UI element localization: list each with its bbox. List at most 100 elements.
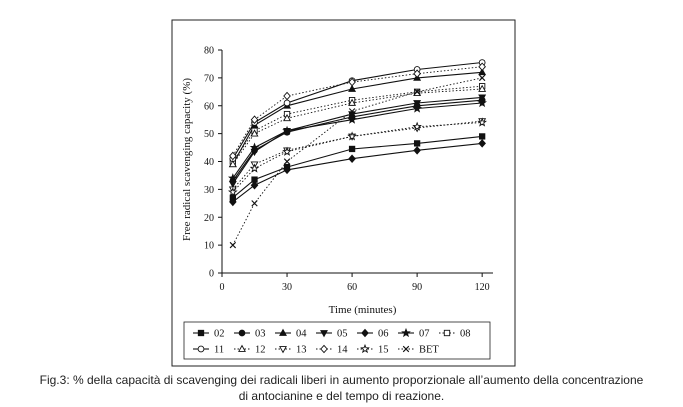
- data-point-04: [478, 67, 487, 76]
- data-point-11: [283, 99, 291, 107]
- y-tick-label: 30: [204, 185, 214, 196]
- series-04: [228, 67, 487, 168]
- data-point-12: [283, 113, 292, 122]
- x-tick-label: 0: [220, 282, 225, 293]
- legend-marker-07: [401, 327, 411, 338]
- legend-marker-04: [279, 328, 287, 336]
- legend-label-11: 11: [214, 345, 224, 356]
- series-07: [228, 97, 487, 183]
- data-point-14: [250, 115, 259, 124]
- axes: 0 10 20 30 40 50 60 70 80 0 30 60 90 120: [204, 46, 493, 293]
- legend-label-14: 14: [337, 345, 348, 356]
- series-14: [229, 62, 486, 161]
- series-line-03: [232, 99, 483, 182]
- series-line-13: [232, 120, 483, 190]
- legend-entry-12: 12: [234, 345, 266, 356]
- y-axis-title: Free radical scavenging capacity (%): [181, 78, 193, 241]
- legend-entry-BET: BET: [398, 345, 439, 356]
- legend-label-02: 02: [214, 329, 225, 340]
- data-point-07: [412, 103, 422, 113]
- series-line-15: [232, 122, 483, 193]
- legend-label-06: 06: [378, 329, 389, 340]
- series-13: [228, 118, 487, 194]
- x-tick-label: 60: [347, 282, 357, 293]
- data-point-02: [348, 145, 356, 153]
- x-tick-label: 30: [282, 282, 292, 293]
- series-line-BET: [232, 77, 483, 246]
- legend-marker-05: [320, 330, 328, 338]
- data-point-15: [412, 121, 422, 131]
- legend-marker-11: [197, 345, 205, 353]
- legend-box: [183, 321, 491, 360]
- data-point-15: [347, 131, 357, 141]
- series-02: [229, 133, 486, 201]
- legend-label-03: 03: [255, 329, 266, 340]
- x-tick-label: 120: [475, 282, 490, 293]
- data-point-02: [413, 140, 421, 147]
- data-point-BET: [413, 88, 421, 96]
- legend-entry-08: 08: [439, 329, 471, 340]
- legend-label-13: 13: [296, 345, 307, 356]
- legend-label-BET: BET: [419, 345, 439, 356]
- series-line-05: [232, 96, 483, 185]
- legend-marker-12: [238, 344, 246, 352]
- series-line-11: [232, 61, 483, 159]
- x-axis-title: Time (minutes): [329, 304, 397, 316]
- series-15: [228, 117, 487, 197]
- legend-marker-08: [443, 329, 451, 337]
- legend-entry-07: 07: [398, 327, 430, 340]
- data-point-05: [228, 180, 237, 189]
- data-point-07: [228, 173, 238, 183]
- series-BET: [229, 74, 486, 249]
- data-point-02: [479, 133, 486, 140]
- y-tick-label: 60: [204, 101, 214, 112]
- figure-border: [171, 19, 516, 367]
- figure-caption: Fig.3: % della capacità di scavenging de…: [20, 372, 663, 404]
- y-tick-label: 70: [204, 73, 214, 84]
- data-point-14: [478, 62, 486, 72]
- data-point-07: [282, 125, 292, 135]
- legend-entry-05: 05: [316, 329, 348, 340]
- data-point-BET: [348, 108, 356, 115]
- data-point-04: [348, 84, 357, 92]
- data-point-06: [478, 139, 486, 148]
- series-line-04: [232, 71, 483, 165]
- caption-line-2: di antocianine e del tempo di reazione.: [238, 389, 445, 403]
- legend-marker-13: [279, 346, 287, 354]
- legend-label-07: 07: [419, 329, 430, 340]
- y-tick-label: 50: [204, 129, 214, 140]
- series-line-08: [232, 85, 483, 162]
- data-point-BET: [283, 158, 291, 165]
- series-06: [229, 139, 486, 207]
- data-point-06: [348, 154, 356, 163]
- data-point-14: [229, 151, 237, 161]
- data-point-BET: [251, 200, 258, 207]
- y-tick-label: 20: [204, 213, 214, 224]
- data-point-06: [250, 180, 259, 190]
- data-point-15: [228, 187, 238, 197]
- legend-marker-03: [238, 329, 246, 337]
- legend: 02 03 04 05 06 07 08 11 12 13 14 15 BET: [193, 327, 471, 356]
- data-point-15: [249, 163, 260, 173]
- data-point-07: [477, 97, 487, 108]
- data-point-BET: [478, 74, 486, 82]
- legend-marker-14: [320, 344, 328, 354]
- data-point-14: [348, 77, 356, 87]
- legend-label-04: 04: [296, 329, 307, 340]
- data-point-BET: [229, 241, 237, 249]
- series-12: [228, 84, 487, 168]
- series-line-06: [232, 142, 483, 203]
- caption-line-1: Fig.3: % della capacità di scavenging de…: [39, 373, 644, 387]
- series-line-14: [232, 66, 483, 157]
- data-point-12: [250, 129, 259, 137]
- data-point-06: [283, 165, 291, 175]
- legend-entry-13: 13: [275, 345, 307, 356]
- legend-entry-04: 04: [275, 329, 307, 340]
- legend-marker-BET: [402, 345, 410, 353]
- data-point-12: [348, 98, 357, 106]
- series-line-02: [232, 135, 483, 199]
- legend-entry-06: 06: [357, 329, 389, 340]
- y-tick-label: 0: [209, 269, 214, 280]
